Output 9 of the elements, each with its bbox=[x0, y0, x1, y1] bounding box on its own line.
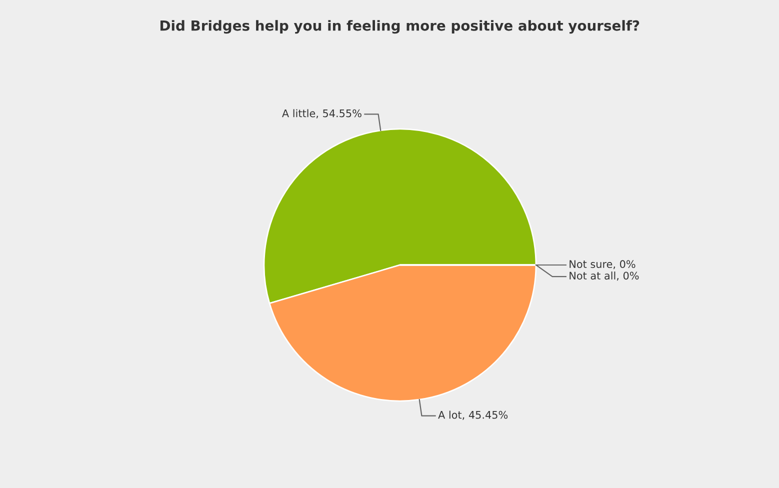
slice-label: A little bbox=[282, 109, 316, 118]
category-label: Not at all bbox=[570, 272, 616, 280]
legend-label: Not sure bbox=[570, 260, 612, 268]
text: , 0% bbox=[616, 272, 639, 281]
chart-title: Did Bridges help you in feeling more positive about yourself? bbox=[160, 20, 640, 34]
data-label: , 45.45% bbox=[462, 410, 508, 420]
slice-label: A lot bbox=[438, 410, 462, 419]
data-label: , 54.55% bbox=[316, 109, 362, 118]
text: , 0% bbox=[613, 260, 636, 270]
